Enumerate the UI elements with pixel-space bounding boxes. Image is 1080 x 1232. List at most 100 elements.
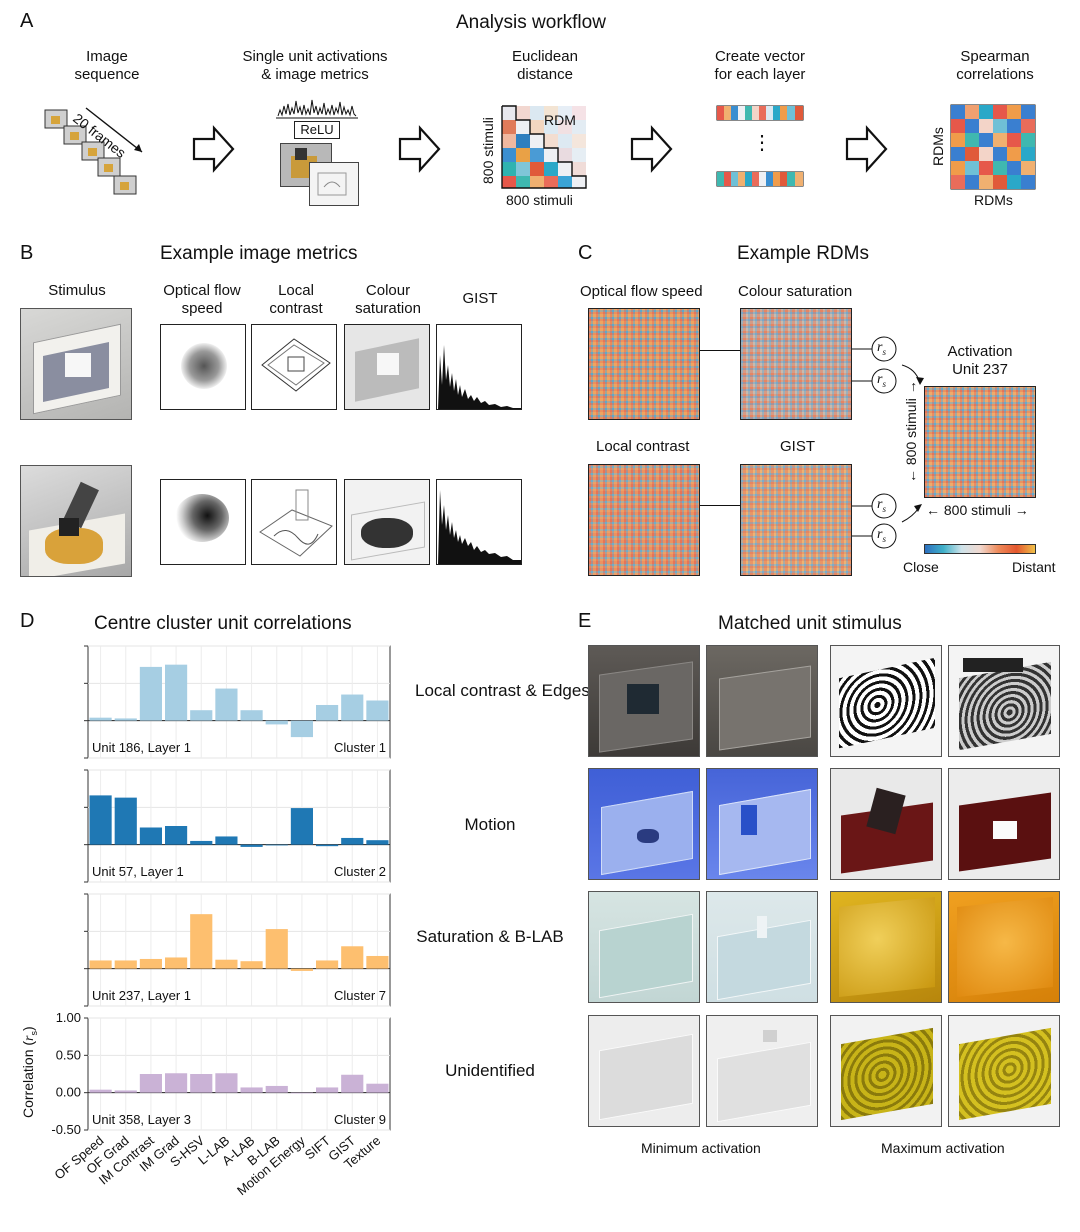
min-activation-stimulus-4b	[706, 1015, 818, 1127]
panel-e-letter: E	[578, 610, 592, 632]
chart-title: Unit 186, Layer 1	[92, 740, 191, 755]
rs-symbol-3: rs	[877, 497, 886, 514]
bar-im-grad	[165, 1073, 188, 1093]
local-contrast-map-1	[251, 324, 337, 410]
max-activation-stimulus-2a	[830, 768, 942, 880]
max-activation-stimulus-4a	[830, 1015, 942, 1127]
max-activation-label: Maximum activation	[881, 1140, 1005, 1156]
bar-motion-energy	[290, 968, 313, 971]
panel-a-letter: A	[20, 10, 34, 32]
cluster-7-category-label: Saturation & B-LAB	[416, 927, 564, 946]
gist-histogram-1	[436, 324, 522, 410]
gist-histogram-2	[436, 479, 522, 565]
bar-motion-energy	[290, 808, 313, 845]
relu-box: ReLU	[294, 121, 340, 139]
bar-a-lab	[240, 1087, 263, 1093]
bar-motion-energy	[290, 720, 313, 738]
min-activation-stimulus-1b	[706, 645, 818, 757]
activation-stimuli-y-label: ← 800 stimuli →	[903, 380, 919, 483]
min-activation-stimulus-3b	[706, 891, 818, 1003]
stimuli-y-label: 800 stimuli	[480, 117, 496, 184]
bar-l-lab	[215, 836, 238, 845]
bar-gist	[341, 694, 364, 721]
rdm-local-contrast	[588, 464, 700, 576]
layer-vector-bottom	[716, 171, 804, 187]
stimulus-image-2	[20, 465, 132, 577]
chart-frame	[87, 1017, 391, 1131]
rdms-y-label: RDMs	[930, 127, 946, 166]
chart-cluster-label: Cluster 1	[334, 740, 386, 755]
bar-im-grad	[165, 957, 188, 969]
max-activation-stimulus-1a	[830, 645, 942, 757]
x-tick-label: SIFT	[302, 1133, 333, 1163]
col-local-contrast-label: Local contrast	[269, 282, 323, 317]
hollow-arrow-icon	[192, 125, 235, 173]
rdm-connector-bottom	[700, 505, 740, 506]
bar-of-speed	[89, 795, 112, 845]
rs-symbol-4: rs	[877, 527, 886, 544]
colour-saturation-map-1	[344, 324, 430, 410]
bar-of-speed	[89, 960, 112, 969]
rdm-label: RDM	[544, 112, 576, 128]
bar-of-grad	[114, 1090, 137, 1093]
correlation-bar-charts: Unit 186, Layer 1 Cluster 1 Unit 57, Layer…	[51, 645, 391, 1198]
max-activation-stimulus-4b	[948, 1015, 1060, 1127]
max-activation-stimulus-3a	[830, 891, 942, 1003]
bar-sift	[316, 704, 339, 721]
rs-connectors-top	[852, 336, 924, 394]
bar-texture	[366, 1083, 389, 1093]
bar-motion-energy	[290, 1092, 313, 1094]
bar-im-grad	[165, 826, 188, 845]
min-activation-stimulus-4a	[588, 1015, 700, 1127]
hollow-arrow-icon	[630, 125, 673, 173]
y-tick-label: 1.00	[56, 1010, 81, 1025]
bar-im-contrast	[139, 827, 162, 845]
rs-connectors-bottom	[852, 493, 922, 549]
rdm-connector-top	[700, 350, 740, 351]
chart-title: Unit 358, Layer 3	[92, 1112, 191, 1127]
bar-sift	[316, 844, 339, 847]
rdm-gist	[740, 464, 852, 576]
bar-sift	[316, 960, 339, 969]
panel-b-title: Example image metrics	[160, 243, 358, 264]
rdm-activation-unit-237	[924, 386, 1036, 498]
optical-flow-map-2	[160, 479, 246, 565]
bar-b-lab	[265, 1085, 288, 1093]
bar-of-speed	[89, 717, 112, 721]
chart-title: Unit 57, Layer 1	[92, 864, 184, 879]
max-activation-stimulus-3b	[948, 891, 1060, 1003]
bar-s-hsv	[190, 840, 213, 845]
bar-s-hsv	[190, 710, 213, 721]
bar-of-grad	[114, 797, 137, 845]
min-activation-stimulus-1a	[588, 645, 700, 757]
panel-b-letter: B	[20, 242, 34, 264]
rdm-title-colour-saturation: Colour saturation	[738, 283, 853, 300]
stimuli-x-label: 800 stimuli	[506, 192, 573, 208]
bar-l-lab	[215, 1073, 238, 1093]
bar-gist	[341, 946, 364, 969]
bar-of-grad	[114, 960, 137, 969]
bar-a-lab	[240, 961, 263, 969]
frame-thumbnails	[44, 109, 137, 195]
bar-texture	[366, 840, 389, 845]
rdm-triangle-graphic	[501, 105, 587, 189]
stimulus-image-1	[20, 308, 132, 420]
local-contrast-map-2	[251, 479, 337, 565]
activation-stimuli-x-label: ← 800 stimuli →	[926, 502, 1029, 518]
bar-gist	[341, 1074, 364, 1093]
bar-im-contrast	[139, 666, 162, 721]
y-tick-label: 0.00	[56, 1085, 81, 1100]
rs-symbol-1: rs	[877, 340, 886, 357]
step-1-label: Image sequence	[74, 48, 140, 83]
chart-cluster-label: Cluster 2	[334, 864, 386, 879]
bar-b-lab	[265, 929, 288, 969]
max-activation-stimulus-2b	[948, 768, 1060, 880]
rdm-title-optical-flow: Optical flow speed	[580, 283, 703, 300]
colorbar-high-label: Distant	[1012, 559, 1056, 575]
step-2-label: Single unit activations & image metrics	[242, 48, 388, 83]
bar-im-grad	[165, 664, 188, 721]
step-5-label: Spearman correlations	[956, 48, 1034, 83]
bar-l-lab	[215, 688, 238, 721]
step-3-label: Euclidean distance	[512, 48, 578, 83]
col-gist-label: GIST	[462, 290, 498, 307]
